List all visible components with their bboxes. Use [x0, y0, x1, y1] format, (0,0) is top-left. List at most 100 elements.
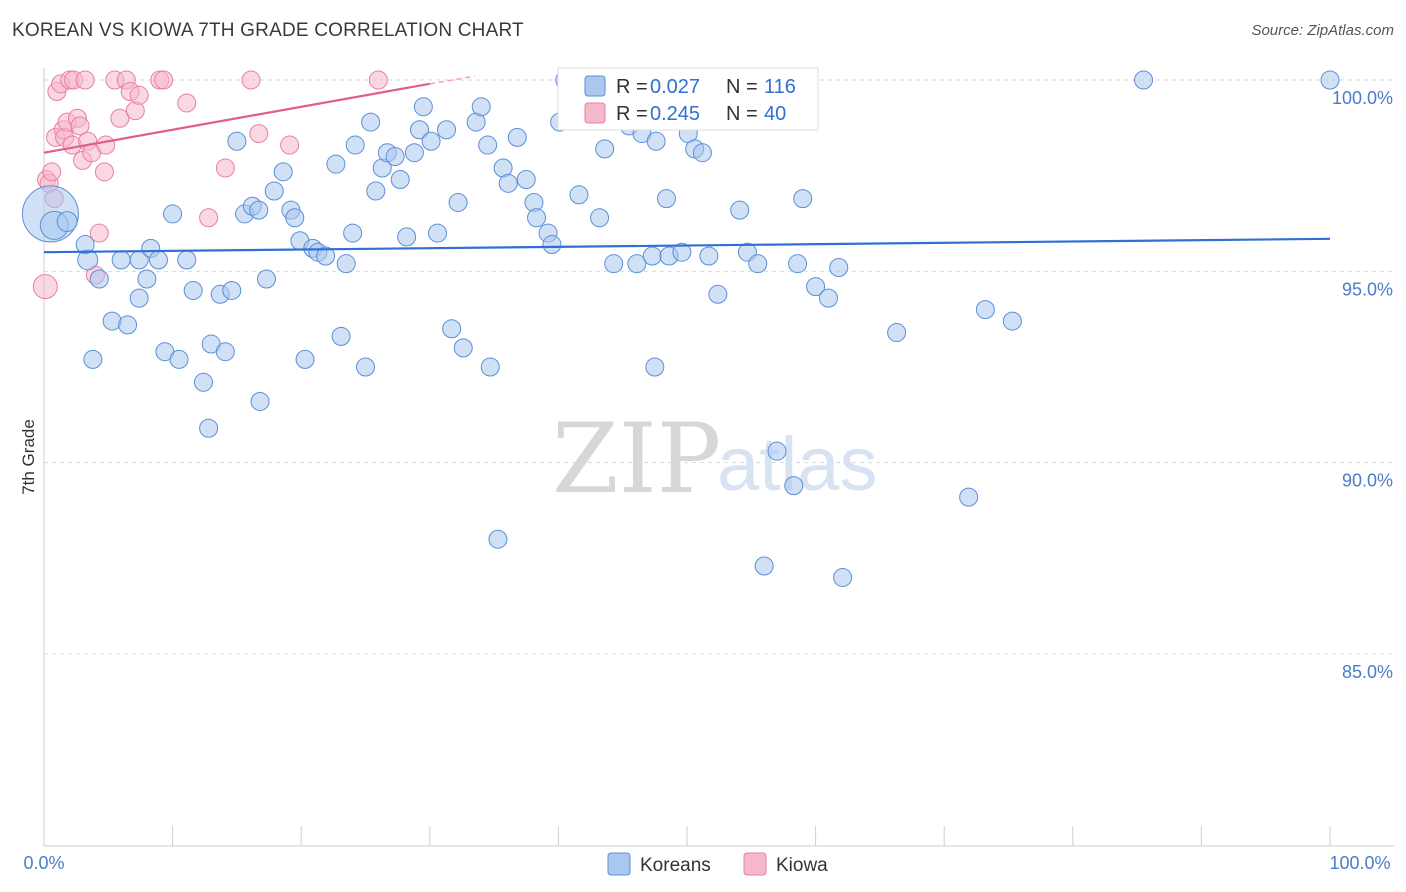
korean-point — [390, 169, 410, 189]
y-axis-title: 7th Grade — [19, 419, 38, 495]
korean-point — [708, 284, 728, 304]
korean-point — [730, 200, 750, 220]
korean-point — [169, 349, 189, 369]
korean-point — [590, 208, 610, 228]
legend-r-value-kiowa: 0.245 — [650, 103, 700, 125]
korean-point — [421, 131, 441, 151]
korean-point — [177, 250, 197, 270]
korean-point — [215, 342, 235, 362]
korean-point — [604, 254, 624, 274]
legend-n-value-koreans: 116 — [764, 76, 796, 98]
x-axis-ticks — [43, 826, 1331, 846]
korean-point — [507, 127, 527, 147]
korean-point — [428, 223, 448, 243]
korean-point — [264, 181, 284, 201]
korean-point — [471, 97, 491, 117]
korean-point — [437, 120, 457, 140]
series-legend-swatch-koreans — [607, 852, 631, 876]
source-label: Source: ZipAtlas.com — [1251, 22, 1394, 39]
x-tick-label-min: 0.0% — [23, 853, 64, 873]
korean-point — [642, 246, 662, 266]
kiowa-point — [249, 124, 269, 144]
korean-point — [250, 391, 270, 411]
kiowa-point — [241, 70, 261, 90]
korean-point — [793, 189, 813, 209]
legend-r-label-kiowa: R = — [616, 103, 648, 125]
korean-point — [83, 349, 103, 369]
kiowa-point — [199, 208, 219, 228]
korean-point — [413, 97, 433, 117]
korean-point — [397, 227, 417, 247]
korean-point — [249, 200, 269, 220]
korean-point — [343, 223, 363, 243]
korean-point — [595, 139, 615, 159]
korean-point — [273, 162, 293, 182]
korean-point — [498, 173, 518, 193]
korean-point — [1002, 311, 1022, 331]
korean-point — [410, 120, 430, 140]
korean-point — [256, 269, 276, 289]
korean-point — [645, 357, 665, 377]
stats-legend: R = 0.027 N = 116 R = 0.245 N = 40 — [557, 67, 819, 131]
y-tick-label: 100.0% — [1332, 88, 1393, 108]
korean-point — [959, 487, 979, 507]
chart-title: KOREAN VS KIOWA 7TH GRADE CORRELATION CH… — [12, 20, 524, 41]
korean-point — [385, 147, 405, 167]
korean-point — [829, 258, 849, 278]
korean-point — [316, 246, 336, 266]
legend-r-value-koreans: 0.027 — [650, 76, 700, 98]
legend-r-label-koreans: R = — [616, 76, 648, 98]
korean-point — [199, 418, 219, 438]
korean-point — [767, 441, 787, 461]
korean-point — [118, 315, 138, 335]
korean-point — [163, 204, 183, 224]
kiowa-point — [154, 70, 174, 90]
kiowa-point — [280, 135, 300, 155]
korean-point — [111, 250, 131, 270]
korean-point — [527, 208, 547, 228]
korean-point — [75, 235, 95, 255]
koreans-trend-line — [43, 237, 1331, 254]
korean-point — [806, 277, 826, 297]
korean-point — [193, 372, 213, 392]
korean-point — [89, 269, 109, 289]
korean-point — [356, 357, 375, 377]
korean-point — [137, 269, 157, 289]
korean-point — [488, 529, 508, 549]
korean-point — [672, 242, 692, 262]
korean-point — [56, 211, 78, 233]
kiowa-point — [96, 135, 116, 155]
legend-swatch-koreans — [584, 75, 606, 97]
korean-point — [345, 135, 365, 155]
korean-point — [818, 288, 838, 308]
series-legend: Koreans Kiowa — [607, 852, 828, 876]
korean-point — [1320, 70, 1340, 90]
kiowa-point — [215, 158, 235, 178]
series-legend-label-koreans: Koreans — [640, 855, 711, 876]
korean-point — [480, 357, 500, 377]
koreans-points — [21, 70, 1340, 587]
series-legend-label-kiowa: Kiowa — [776, 855, 828, 876]
legend-n-label-koreans: N = — [726, 76, 758, 98]
korean-point — [366, 181, 386, 201]
korean-point — [442, 319, 462, 339]
korean-point — [361, 112, 381, 132]
korean-point — [569, 185, 589, 205]
korean-point — [448, 192, 468, 212]
korean-point — [1134, 70, 1154, 90]
korean-point — [627, 254, 647, 274]
y-tick-labels: 85.0% 90.0% 95.0% 100.0% — [1332, 88, 1393, 682]
korean-point — [788, 254, 808, 274]
korean-point — [453, 338, 473, 358]
korean-point — [148, 250, 168, 270]
y-tick-label: 95.0% — [1342, 279, 1393, 299]
korean-point — [692, 143, 712, 163]
korean-point — [478, 135, 498, 155]
kiowa-point — [368, 70, 388, 90]
korean-point — [887, 323, 907, 343]
korean-point — [404, 143, 424, 163]
trend-lines — [43, 75, 1331, 254]
korean-point — [516, 169, 536, 189]
y-tick-label: 90.0% — [1342, 471, 1393, 491]
